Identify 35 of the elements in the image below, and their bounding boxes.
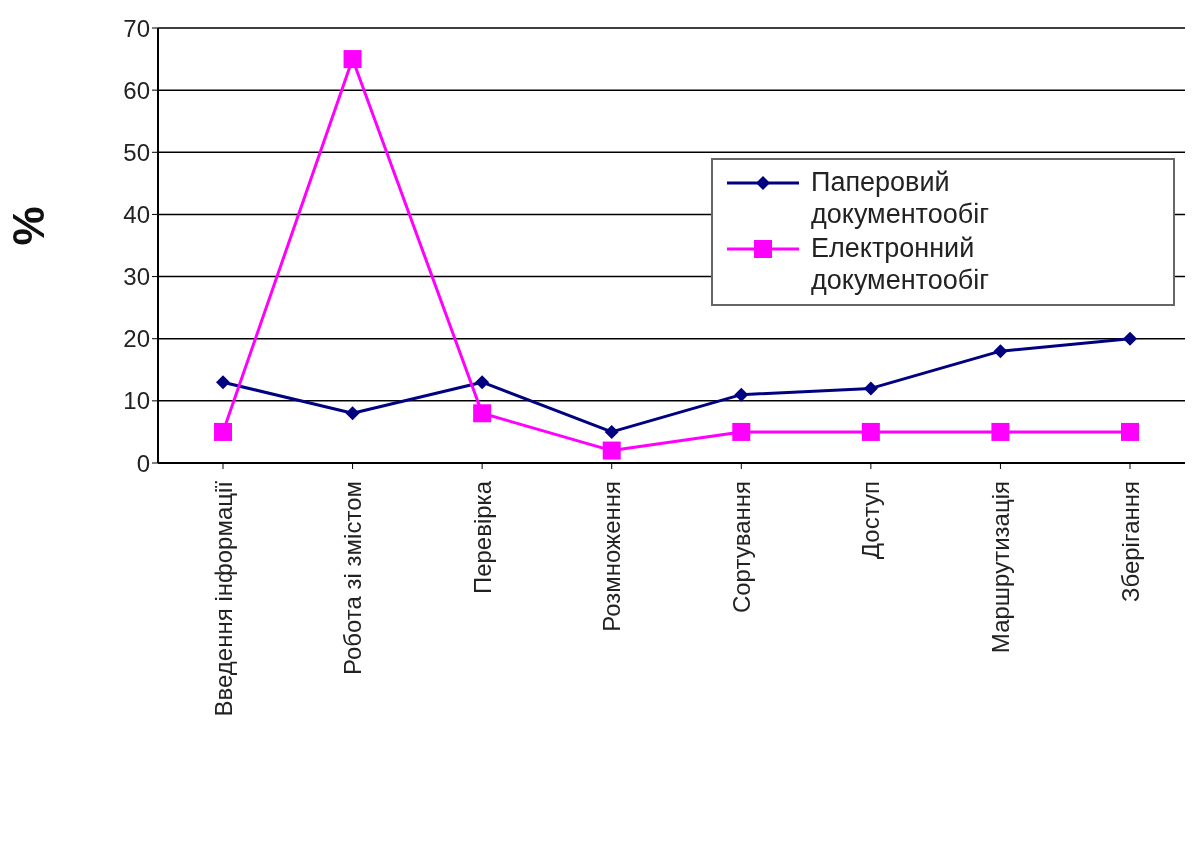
point: [216, 375, 230, 390]
point: [343, 50, 362, 69]
x-tick-label: Перевірка: [468, 480, 496, 595]
y-tick-label: 10: [123, 387, 150, 415]
point: [345, 406, 360, 421]
legend-label: Електронний документообіг: [811, 232, 990, 296]
y-tick-label: 50: [123, 138, 150, 166]
x-tick-label: Розмноження: [598, 481, 626, 632]
point: [993, 344, 1008, 359]
x-tick-label: Доступ: [857, 481, 885, 560]
x-tick-label: Сортування: [727, 481, 755, 614]
x-tick-label: Введення інформації: [209, 480, 237, 717]
point: [734, 387, 749, 402]
point: [1123, 331, 1137, 346]
y-tick-label: 60: [123, 76, 150, 104]
point: [473, 404, 492, 423]
point: [861, 422, 880, 441]
x-tick-label: Робота зі змістом: [339, 481, 367, 676]
point: [214, 422, 232, 441]
y-axis-title: %: [3, 206, 53, 246]
y-tick-label: 40: [123, 200, 150, 228]
y-tick-label: 20: [123, 325, 150, 353]
point: [732, 422, 751, 441]
point: [863, 381, 878, 396]
point: [991, 422, 1010, 441]
point: [604, 424, 619, 439]
y-tick-label: 70: [123, 14, 150, 42]
point: [602, 441, 621, 460]
legend-label: Паперовий документообіг: [811, 166, 990, 230]
x-tick-label: Зберігання: [1116, 481, 1144, 603]
point: [1121, 422, 1139, 441]
y-tick-label: 0: [136, 449, 150, 477]
y-tick-label: 30: [123, 263, 150, 291]
x-tick-label: Маршрутизація: [986, 481, 1014, 654]
point: [475, 375, 490, 390]
